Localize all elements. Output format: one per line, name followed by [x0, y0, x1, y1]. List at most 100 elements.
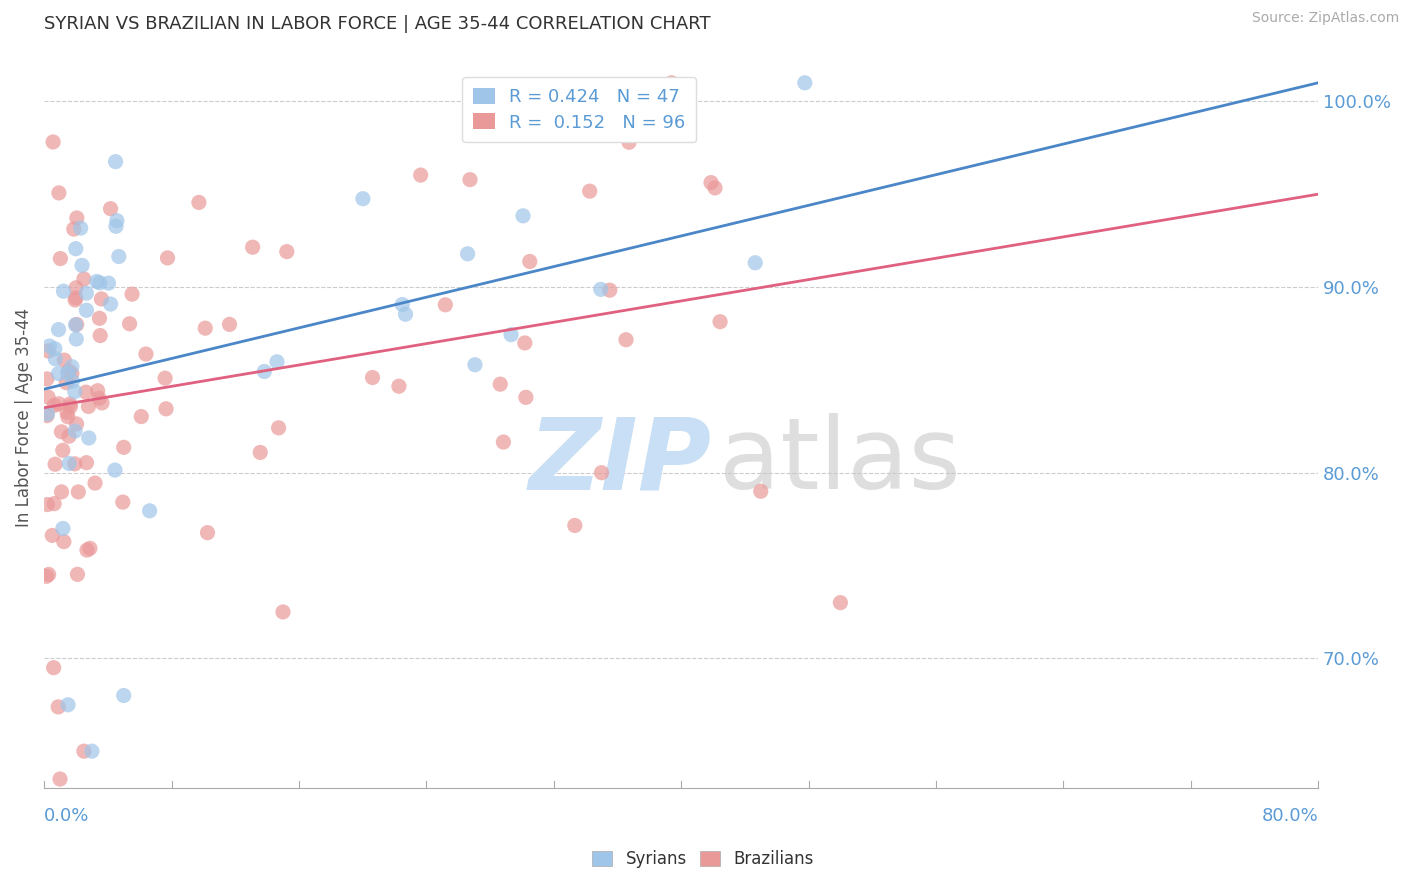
- Point: [709, 315, 731, 329]
- Point: [86, 384, 108, 398]
- Point: [97, 276, 120, 290]
- Point: [111, 495, 134, 509]
- Text: Source: ZipAtlas.com: Source: ZipAtlas.com: [1251, 11, 1399, 25]
- Point: [100, 297, 122, 311]
- Point: [65, 417, 87, 431]
- Point: [489, 377, 512, 392]
- Point: [744, 256, 766, 270]
- Point: [60, 367, 83, 381]
- Point: [89, 328, 111, 343]
- Point: [51, 484, 73, 499]
- Point: [77, 431, 100, 445]
- Point: [266, 355, 288, 369]
- Point: [48, 322, 70, 336]
- Point: [73, 272, 96, 286]
- Point: [388, 379, 411, 393]
- Point: [42, 661, 65, 675]
- Point: [63, 293, 86, 307]
- Point: [58, 364, 80, 378]
- Text: SYRIAN VS BRAZILIAN IN LABOR FORCE | AGE 35-44 CORRELATION CHART: SYRIAN VS BRAZILIAN IN LABOR FORCE | AGE…: [44, 15, 711, 33]
- Point: [42, 135, 65, 149]
- Point: [66, 567, 89, 582]
- Point: [70, 259, 93, 273]
- Legend: R = 0.424   N = 47, R =  0.152   N = 96: R = 0.424 N = 47, R = 0.152 N = 96: [463, 77, 696, 143]
- Point: [35, 409, 58, 423]
- Point: [107, 250, 129, 264]
- Point: [79, 541, 101, 556]
- Point: [76, 456, 98, 470]
- Point: [589, 282, 612, 296]
- Point: [58, 429, 80, 443]
- Point: [38, 339, 60, 353]
- Text: atlas: atlas: [720, 413, 960, 510]
- Point: [564, 518, 586, 533]
- Point: [249, 445, 271, 459]
- Point: [352, 192, 374, 206]
- Point: [63, 457, 86, 471]
- Point: [63, 424, 86, 438]
- Point: [52, 443, 75, 458]
- Point: [253, 364, 276, 378]
- Point: [121, 287, 143, 301]
- Point: [65, 281, 87, 295]
- Point: [63, 384, 86, 399]
- Legend: Syrians, Brazilians: Syrians, Brazilians: [585, 844, 821, 875]
- Point: [67, 485, 90, 500]
- Point: [112, 441, 135, 455]
- Point: [118, 317, 141, 331]
- Point: [59, 397, 82, 411]
- Point: [44, 497, 66, 511]
- Point: [80, 744, 103, 758]
- Point: [749, 484, 772, 499]
- Point: [409, 168, 432, 182]
- Point: [394, 307, 416, 321]
- Point: [44, 351, 66, 366]
- Point: [267, 421, 290, 435]
- Point: [513, 335, 536, 350]
- Point: [75, 385, 97, 400]
- Text: 80.0%: 80.0%: [1261, 807, 1319, 825]
- Point: [56, 409, 79, 424]
- Text: 0.0%: 0.0%: [44, 807, 90, 825]
- Text: ZIP: ZIP: [529, 413, 711, 510]
- Point: [60, 374, 83, 388]
- Point: [129, 409, 152, 424]
- Point: [65, 242, 87, 256]
- Point: [197, 525, 219, 540]
- Point: [100, 202, 122, 216]
- Point: [62, 222, 84, 236]
- Point: [89, 392, 111, 406]
- Point: [56, 698, 79, 712]
- Point: [218, 318, 240, 332]
- Point: [35, 569, 58, 583]
- Point: [56, 366, 79, 380]
- Point: [614, 333, 637, 347]
- Point: [75, 303, 97, 318]
- Point: [76, 543, 98, 558]
- Point: [135, 347, 157, 361]
- Point: [155, 401, 177, 416]
- Point: [65, 318, 87, 332]
- Point: [75, 286, 97, 301]
- Point: [53, 353, 76, 368]
- Point: [44, 342, 66, 356]
- Point: [457, 247, 479, 261]
- Point: [48, 186, 70, 200]
- Point: [37, 390, 59, 404]
- Point: [58, 457, 80, 471]
- Point: [700, 176, 723, 190]
- Point: [66, 211, 89, 225]
- Point: [512, 209, 534, 223]
- Point: [515, 390, 537, 404]
- Point: [44, 399, 66, 413]
- Point: [156, 251, 179, 265]
- Point: [499, 327, 522, 342]
- Point: [104, 219, 127, 234]
- Point: [704, 181, 727, 195]
- Point: [578, 184, 600, 198]
- Point: [458, 172, 481, 186]
- Point: [89, 276, 111, 290]
- Point: [44, 457, 66, 471]
- Point: [77, 400, 100, 414]
- Point: [48, 397, 70, 411]
